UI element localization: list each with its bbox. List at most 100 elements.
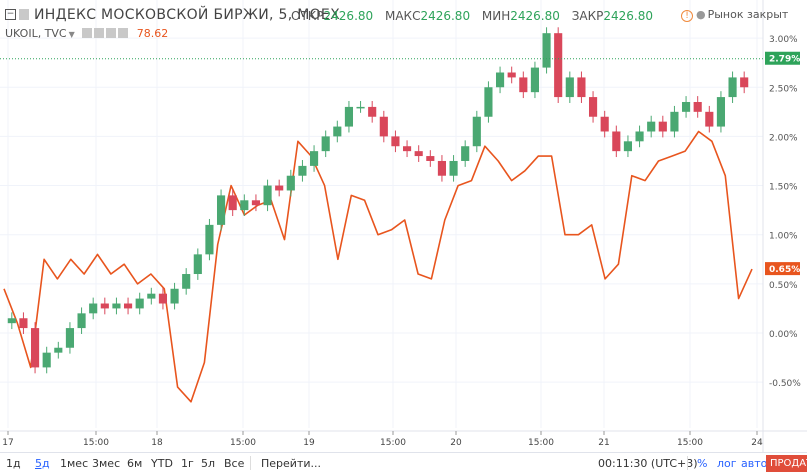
last-price-badge bbox=[765, 51, 800, 65]
moex-candle-series bbox=[7, 27, 749, 374]
time-axis-label: 24 bbox=[751, 438, 763, 448]
candle-body bbox=[681, 101, 691, 112]
candle-body bbox=[77, 313, 86, 329]
candle-body bbox=[740, 77, 749, 88]
period-3m-button[interactable]: 3мес bbox=[92, 457, 121, 470]
candle-body bbox=[216, 195, 226, 225]
candle-body bbox=[600, 116, 609, 132]
time-axis-label: 15:00 bbox=[83, 438, 109, 448]
candle-body bbox=[693, 101, 702, 112]
candle-body bbox=[286, 175, 295, 191]
candle-body bbox=[647, 121, 656, 132]
candle-body bbox=[100, 303, 109, 309]
period-all-button[interactable]: Все bbox=[224, 457, 245, 470]
candle-body bbox=[30, 328, 40, 368]
candle-body bbox=[414, 151, 423, 157]
chart-grid bbox=[0, 0, 763, 428]
candle-body bbox=[158, 293, 168, 304]
price-axis-label: 0.50% bbox=[769, 281, 798, 291]
auto-scale-button[interactable]: авто bbox=[741, 457, 768, 470]
settings-icon[interactable] bbox=[94, 28, 105, 38]
bottom-toolbar: 1д 5д 1мес 3мес 6м YTD 1г 5л Все Перейти… bbox=[0, 452, 807, 472]
candle-body bbox=[135, 298, 144, 309]
candle-body bbox=[251, 200, 261, 206]
close-value: 2426.80 bbox=[603, 9, 654, 23]
candle-body bbox=[437, 160, 447, 176]
compare-price-badge bbox=[765, 262, 800, 276]
ukoil-line bbox=[3, 130, 753, 403]
period-6m-button[interactable]: 6м bbox=[127, 457, 143, 470]
candle-body bbox=[612, 131, 621, 152]
time-axis-label: 15:00 bbox=[380, 438, 406, 448]
candle-body bbox=[391, 136, 400, 147]
time-axis-label: 15:00 bbox=[677, 438, 703, 448]
candle-body bbox=[588, 97, 598, 117]
toolbar-divider bbox=[250, 456, 251, 470]
candle-body bbox=[542, 33, 551, 68]
candle-body bbox=[519, 77, 528, 93]
market-status[interactable]: ! ● Рынок закрыт bbox=[681, 8, 788, 22]
period-1d-button[interactable]: 1д bbox=[6, 457, 21, 470]
price-axis-label: 1.50% bbox=[769, 183, 798, 193]
candle-body bbox=[42, 352, 51, 368]
candle-body bbox=[484, 87, 493, 117]
chart-header: − ИНДЕКС МОСКОВСКОЙ БИРЖИ, 5, MOEX ОТКР 2… bbox=[0, 0, 807, 30]
clock-time: 00:11:30 (UTC+3) bbox=[598, 457, 698, 470]
candle-body bbox=[379, 116, 388, 137]
period-1m-button[interactable]: 1мес bbox=[60, 457, 89, 470]
candle-body bbox=[240, 200, 249, 211]
price-chart[interactable]: 3.00% 2.50% 2.00% 1.50% 1.00% 0.50% 0.00% -0.50… bbox=[0, 0, 807, 452]
candle-body bbox=[530, 67, 540, 93]
compare-value: 78.62 bbox=[136, 27, 169, 40]
candle-body bbox=[170, 288, 179, 304]
sell-button[interactable]: ПРОДАТЬ bbox=[766, 455, 807, 472]
candle-body bbox=[705, 111, 714, 127]
candle-body bbox=[205, 224, 214, 255]
eye-icon[interactable] bbox=[82, 28, 93, 38]
candle-body bbox=[472, 116, 481, 147]
ohlc-values: ОТКР2426.80 МАКС2426.80 МИН2426.80 ЗАКР2… bbox=[291, 9, 661, 23]
chevron-down-icon[interactable]: ▼ bbox=[68, 30, 75, 39]
candle-body bbox=[577, 77, 586, 98]
candle-body bbox=[65, 328, 75, 348]
candle-body bbox=[495, 72, 505, 88]
collapse-legend-button[interactable]: − bbox=[5, 9, 16, 20]
candle-body bbox=[449, 160, 458, 176]
candle-body bbox=[298, 165, 307, 176]
high-value: 2426.80 bbox=[420, 9, 471, 23]
candle-body bbox=[461, 146, 470, 161]
candle-body bbox=[426, 156, 435, 161]
add-icon[interactable] bbox=[106, 28, 117, 38]
period-1y-button[interactable]: 1г bbox=[181, 457, 194, 470]
price-axis-label: 0.00% bbox=[769, 330, 798, 340]
time-axis-label: 19 bbox=[303, 438, 315, 448]
candle-body bbox=[182, 274, 191, 289]
candle-body bbox=[554, 33, 563, 98]
close-icon[interactable] bbox=[118, 28, 129, 38]
candle-body bbox=[623, 141, 633, 152]
percent-scale-button[interactable]: % bbox=[697, 457, 708, 470]
period-5y-button[interactable]: 5л bbox=[201, 457, 216, 470]
close-label: ЗАКР bbox=[571, 9, 604, 23]
time-axis-label: 20 bbox=[450, 438, 462, 448]
high-label: МАКС bbox=[384, 9, 421, 23]
time-axis-label: 21 bbox=[598, 438, 609, 448]
open-label: ОТКР bbox=[291, 9, 324, 23]
clock-icon: ! bbox=[681, 10, 693, 22]
candle-body bbox=[7, 318, 16, 324]
period-ytd-button[interactable]: YTD bbox=[151, 457, 173, 470]
candle-body bbox=[670, 111, 679, 132]
candle-body bbox=[54, 347, 63, 353]
price-axis-label: 1.00% bbox=[769, 232, 798, 242]
period-5d-button[interactable]: 5д bbox=[35, 457, 50, 470]
price-axis-label: 2.50% bbox=[769, 84, 798, 94]
compare-legend: UKOIL, TVC ▼ 78.62 bbox=[5, 27, 168, 41]
goto-date-button[interactable]: Перейти... bbox=[261, 457, 321, 470]
time-axis-label: 15:00 bbox=[230, 438, 256, 448]
candle-body bbox=[123, 303, 133, 309]
status-dot-icon: ● bbox=[696, 8, 706, 21]
log-scale-button[interactable]: лог bbox=[717, 457, 737, 470]
symbol-title[interactable]: ИНДЕКС МОСКОВСКОЙ БИРЖИ, 5, MOEX bbox=[34, 7, 340, 23]
candle-body bbox=[635, 131, 644, 142]
compare-symbol[interactable]: UKOIL, TVC bbox=[5, 27, 67, 40]
